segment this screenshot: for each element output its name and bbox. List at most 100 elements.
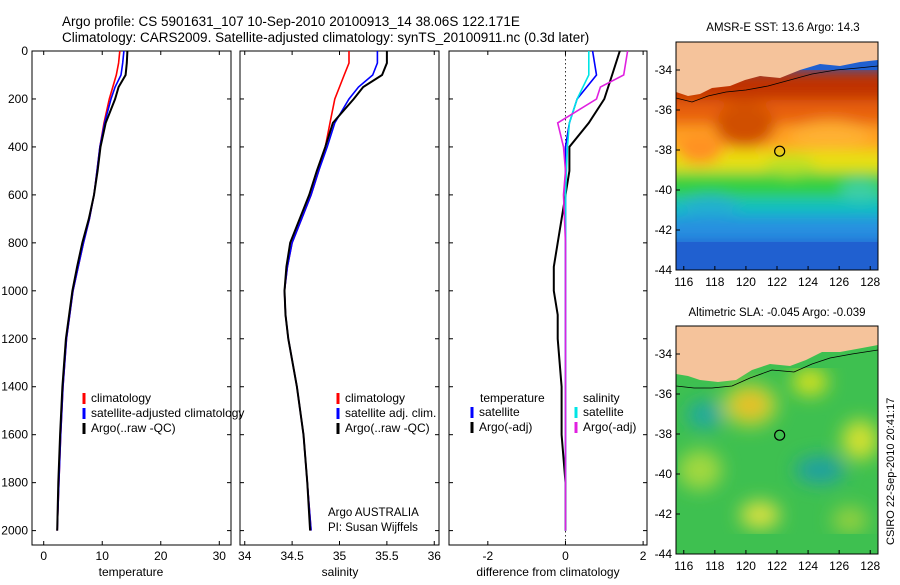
figure-title-line2: Climatology: CARS2009. Satellite-adjuste… (62, 30, 589, 45)
x-tick-label: 30 (213, 549, 227, 563)
profile-line (552, 50, 621, 531)
sst-shelf-contour (676, 65, 878, 103)
lat-tick-label: -40 (655, 183, 673, 197)
sst-map-panel: AMSR-E SST: 13.6 Argo: 14.3 (655, 22, 881, 289)
lon-tick-label: 116 (674, 559, 693, 573)
legend-label: satellite-adjusted climatology (91, 406, 244, 420)
lon-tick-label: 128 (860, 559, 880, 573)
depth-tick-label: 0 (21, 44, 28, 58)
lat-tick-label: -34 (655, 347, 673, 361)
temperature-x-axis: 0 10 20 30 (40, 51, 226, 563)
profile-line (283, 51, 379, 531)
legend-label: Argo(-adj) (583, 420, 636, 434)
x-tick-label: 0 (40, 549, 47, 563)
profile-line (56, 50, 121, 531)
legend-label: satellite (583, 405, 624, 419)
salinity-profile-lines (283, 51, 388, 531)
sla-argo-position-marker (774, 429, 786, 441)
temperature-axis-label: temperature (99, 565, 164, 579)
lon-tick-label: 124 (798, 275, 818, 289)
salinity-x-axis: 34 34.5 35 35.5 36 (238, 51, 441, 563)
sla-map-panel: Altimetric SLA: -0.045 Argo: -0.039 (655, 307, 881, 573)
difference-axis-label: difference from climatology (476, 565, 619, 579)
legend-label: satellite adj. clim. (345, 406, 436, 420)
lon-tick-label: 128 (860, 275, 880, 289)
lat-tick-label: -40 (655, 467, 673, 481)
figure-title-line1: Argo profile: CS 5901631_107 10-Sep-2010… (62, 14, 520, 29)
lat-tick-label: -36 (655, 387, 673, 401)
lon-tick-label: 120 (736, 559, 756, 573)
creator-timestamp: CSIRO 22-Sep-2010 20:41:17 (885, 398, 897, 545)
x-tick-label: 10 (96, 549, 110, 563)
difference-axes-frame (448, 50, 648, 546)
legend-label: Argo(-adj) (479, 420, 532, 434)
salinity-panel: 34 34.5 35 35.5 36 salinity climatologysatel… (238, 50, 441, 579)
salinity-axis-label: salinity (322, 565, 359, 579)
lon-tick-label: 126 (829, 559, 849, 573)
salinity-axes-frame (239, 50, 440, 546)
lon-tick-label: 118 (705, 275, 724, 289)
profile-line (564, 51, 590, 531)
lon-tick-label: 122 (767, 559, 787, 573)
legend-label: Argo(..raw -QC) (91, 421, 176, 435)
lon-tick-label: 116 (674, 275, 693, 289)
lon-tick-label: 118 (705, 559, 724, 573)
sst-argo-position-marker (774, 145, 786, 157)
sla-land (676, 326, 878, 382)
profile-line (556, 50, 629, 531)
argo-program-label: Argo AUSTRALIA (328, 507, 419, 519)
difference-panel: -2 0 2 difference from climatology satelli… (448, 50, 648, 579)
difference-profile-lines (552, 50, 629, 531)
pi-label: PI: Susan Wijffels (328, 522, 418, 534)
x-tick-label: 34.5 (280, 549, 304, 563)
x-tick-label: 35.5 (375, 549, 399, 563)
difference-legend: satelliteArgo(-adj)satelliteArgo(-adj)te… (470, 391, 636, 434)
x-tick-label: 20 (154, 549, 168, 563)
sst-land (676, 42, 878, 96)
depth-tick-label: 200 (8, 92, 28, 106)
legend-label: satellite (479, 405, 520, 419)
sla-shelf-contour (676, 349, 878, 389)
x-tick-label: 34 (238, 549, 252, 563)
legend-label: climatology (91, 391, 151, 405)
depth-tick-label: 1600 (1, 428, 28, 442)
legend-title-salinity: salinity (583, 391, 620, 405)
x-tick-label: 35 (333, 549, 347, 563)
lon-tick-label: 126 (829, 275, 849, 289)
depth-tick-label: 1000 (1, 284, 28, 298)
depth-tick-label: 800 (8, 236, 28, 250)
legend-label: climatology (345, 391, 405, 405)
lon-tick-label: 120 (736, 275, 756, 289)
sst-map-title: AMSR-E SST: 13.6 Argo: 14.3 (706, 22, 859, 34)
depth-tick-label: 2000 (1, 524, 28, 538)
lat-tick-label: -42 (655, 223, 673, 237)
legend-label: Argo(..raw -QC) (345, 421, 430, 435)
lat-tick-label: -44 (655, 263, 673, 277)
profile-line (283, 51, 350, 531)
x-tick-label: 2 (640, 549, 647, 563)
x-tick-label: 36 (428, 549, 442, 563)
lon-tick-label: 122 (767, 275, 787, 289)
profile-line (56, 50, 125, 531)
lat-tick-label: -34 (655, 63, 673, 77)
depth-tick-label: 600 (8, 188, 28, 202)
depth-tick-label: 1800 (1, 476, 28, 490)
depth-tick-label: 400 (8, 140, 28, 154)
sla-map-axes: 116 118 120 122 124 126 128 -34 -36 -38 -40 -42 -44 (655, 347, 881, 573)
difference-x-axis: -2 0 2 (482, 51, 647, 563)
lat-tick-label: -36 (655, 103, 673, 117)
profile-line (283, 51, 388, 531)
temperature-profile-lines (56, 50, 129, 531)
sla-map-title: Altimetric SLA: -0.045 Argo: -0.039 (688, 307, 865, 319)
x-tick-label: 0 (562, 549, 569, 563)
legend-title-temperature: temperature (480, 391, 545, 405)
profile-line (56, 50, 129, 531)
depth-tick-label: 1200 (1, 332, 28, 346)
x-tick-label: -2 (482, 549, 493, 563)
lon-tick-label: 124 (798, 559, 818, 573)
sst-map-axes: 116 118 120 122 124 126 128 -34 -36 -38 -40 -42 -44 (655, 63, 881, 289)
lat-tick-label: -38 (655, 143, 673, 157)
